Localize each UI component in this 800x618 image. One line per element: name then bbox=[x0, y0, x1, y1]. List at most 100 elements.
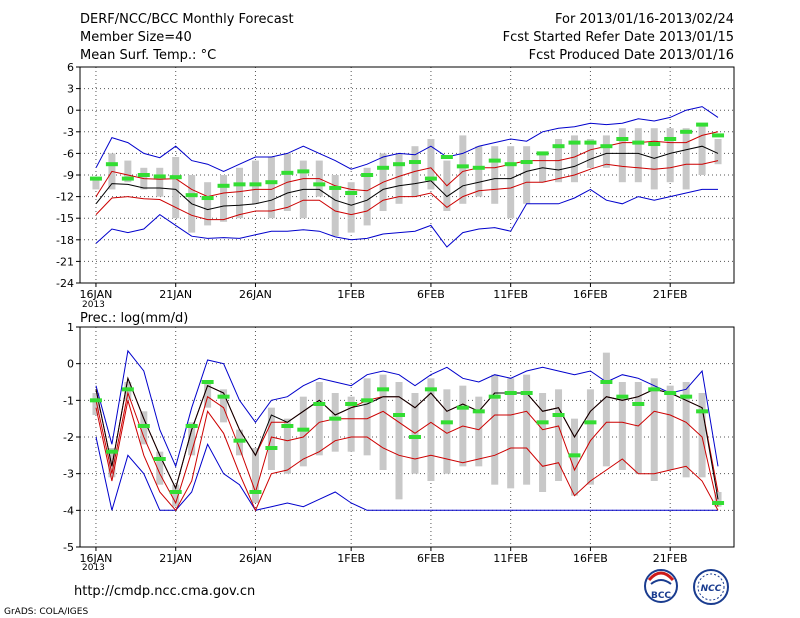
prec-xtick-label: 6FEB bbox=[417, 552, 445, 565]
prec-ytick-label: 0 bbox=[67, 358, 74, 371]
temp-upper-quartile-line bbox=[95, 131, 719, 198]
header-produced-date: Fcst Produced Date 2013/01/16 bbox=[529, 48, 734, 63]
temp-mean-marker bbox=[536, 151, 549, 156]
prec-mean-marker bbox=[361, 398, 374, 403]
prec-mean-marker bbox=[664, 391, 677, 395]
temp-range-bar bbox=[427, 139, 435, 190]
temp-ytick-label: 0 bbox=[67, 104, 74, 117]
temp-xtick-label: 21FEB bbox=[653, 288, 688, 301]
prec-mean-marker bbox=[105, 449, 118, 454]
temp-xtick-label: 26JAN bbox=[239, 288, 272, 301]
temp-mean-marker bbox=[472, 165, 485, 170]
temp-mean-marker bbox=[121, 176, 134, 181]
temp-mean-marker bbox=[185, 193, 198, 198]
prec-mean-marker bbox=[393, 413, 406, 417]
prec-mean-marker bbox=[648, 387, 661, 392]
temp-mean-marker bbox=[680, 129, 693, 134]
temp-mean-marker bbox=[217, 183, 230, 188]
temp-mean-marker bbox=[552, 144, 565, 149]
temp-ytick-label: -18 bbox=[56, 234, 74, 247]
prec-median-line bbox=[95, 376, 719, 500]
temp-lower-quartile-line bbox=[95, 160, 719, 221]
temp-range-bar bbox=[267, 157, 275, 219]
temp-mean-marker bbox=[584, 140, 597, 145]
temp-mean-marker bbox=[488, 158, 501, 163]
prec-xtick-label: 16JAN bbox=[80, 552, 113, 565]
prec-mean-marker bbox=[488, 394, 501, 399]
prec-range-bar bbox=[539, 393, 547, 492]
prec-range-bar bbox=[315, 382, 323, 456]
temp-mean-marker bbox=[105, 162, 118, 167]
temp-range-bar bbox=[586, 139, 594, 168]
temp-range-bar bbox=[331, 175, 339, 237]
prec-range-bar bbox=[347, 396, 355, 452]
temp-mean-marker bbox=[408, 160, 421, 165]
prec-range-bar bbox=[395, 382, 403, 500]
header-member-size: Member Size=40 bbox=[80, 30, 192, 45]
temp-mean-marker bbox=[153, 174, 166, 179]
header-started-date: Fcst Started Refer Date 2013/01/15 bbox=[503, 30, 734, 45]
temp-range-bar bbox=[507, 146, 515, 219]
prec-range-bar bbox=[172, 484, 180, 507]
prec-range-bar bbox=[666, 385, 674, 470]
temp-mean-marker bbox=[249, 182, 262, 187]
prec-mean-marker bbox=[616, 394, 629, 399]
temp-range-bar bbox=[491, 146, 499, 204]
temp-mean-marker bbox=[233, 182, 246, 187]
temp-xtick-label: 21JAN bbox=[159, 288, 192, 301]
temp-range-bar bbox=[602, 135, 610, 168]
temp-ytick-label: -15 bbox=[56, 212, 74, 225]
prec-mean-marker bbox=[281, 424, 294, 428]
prec-mean-marker bbox=[552, 413, 565, 417]
prec-mean-marker bbox=[696, 409, 709, 414]
temp-mean-marker bbox=[89, 176, 102, 181]
prec-range-bar bbox=[188, 422, 196, 456]
prec-min-line bbox=[95, 436, 718, 511]
temp-min-line bbox=[95, 188, 718, 248]
prec-mean-marker bbox=[297, 427, 310, 432]
precipitation-panel: -5 -4 -3 -2 -1 0 1 16JAN 21JAN 26JAN 1FEB 6FEB 11FEB… bbox=[63, 321, 735, 565]
temp-mean-marker bbox=[568, 140, 581, 145]
temp-xtick-label: 16JAN bbox=[80, 288, 113, 301]
temp-range-bar bbox=[220, 175, 228, 222]
prec-range-bar bbox=[602, 352, 610, 467]
temp-mean-marker bbox=[616, 137, 629, 141]
temp-mean-marker bbox=[440, 155, 453, 159]
footer-url: http://cmdp.ncc.cma.gov.cn bbox=[74, 584, 255, 599]
temp-mean-marker bbox=[169, 175, 182, 180]
prec-range-bar bbox=[491, 374, 499, 485]
prec-range-bar bbox=[682, 382, 690, 478]
temp-range-bar bbox=[236, 167, 244, 219]
prec-ytick-label: 1 bbox=[67, 321, 74, 334]
temp-plot-frame bbox=[79, 66, 735, 284]
temperature-panel: -24 -21 -18 -15 -12 -9 -6 -3 0 3 6 16JAN 21JAN 26JAN 1… bbox=[56, 61, 735, 301]
temp-range-bar bbox=[172, 157, 180, 219]
prec-range-bar bbox=[650, 378, 658, 481]
prec-range-bar bbox=[363, 378, 371, 456]
temp-mean-marker bbox=[648, 142, 661, 147]
prec-xtick-label: 16FEB bbox=[573, 552, 608, 565]
prec-range-bar bbox=[634, 382, 642, 474]
temp-range-bar bbox=[395, 153, 403, 204]
prec-mean-marker bbox=[265, 446, 278, 450]
temp-mean-marker bbox=[520, 160, 533, 165]
prec-range-bar bbox=[267, 407, 275, 470]
temp-mean-marker bbox=[424, 176, 437, 181]
temp-range-bar bbox=[204, 182, 212, 226]
prec-range-bar bbox=[92, 393, 100, 415]
prec-ytick-label: -5 bbox=[63, 541, 74, 554]
prec-lower-decile-line bbox=[95, 400, 719, 512]
prec-mean-marker bbox=[424, 387, 437, 392]
temp-range-bar bbox=[634, 128, 642, 183]
prec-xtick-label: 1FEB bbox=[337, 552, 365, 565]
temp-mean-marker bbox=[281, 170, 294, 175]
prec-mean-marker bbox=[568, 453, 581, 458]
temp-mean-marker bbox=[329, 185, 342, 190]
temp-mean-marker bbox=[361, 173, 374, 177]
prec-range-bar bbox=[443, 389, 451, 474]
header-period: For 2013/01/16-2013/02/24 bbox=[555, 12, 734, 27]
prec-xtick-label: 21FEB bbox=[653, 552, 688, 565]
temp-max-line bbox=[95, 106, 719, 172]
temp-ytick-label: -12 bbox=[56, 191, 74, 204]
